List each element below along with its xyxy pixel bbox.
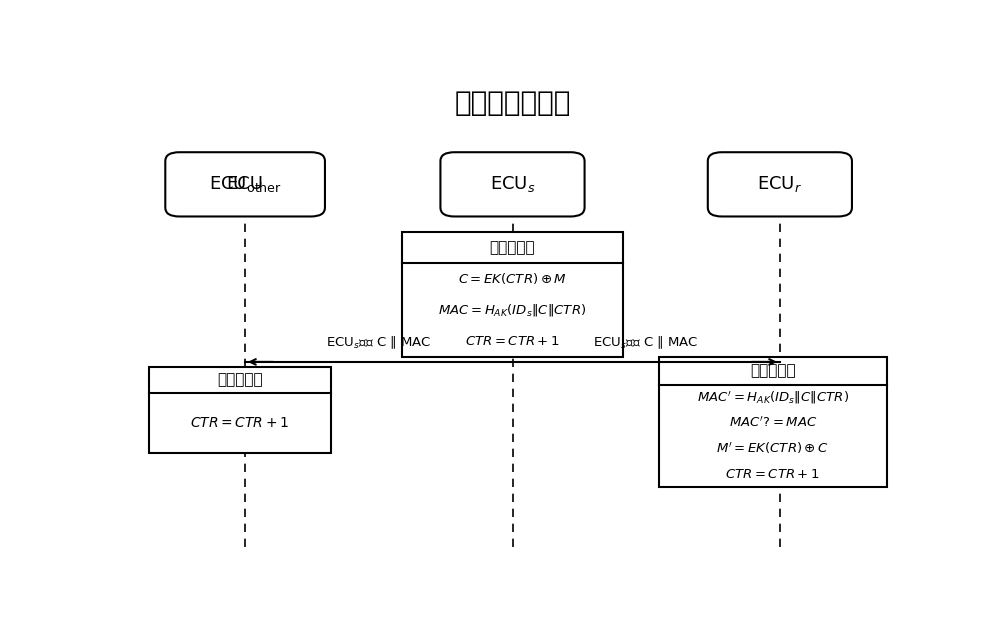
- Bar: [149, 367, 331, 453]
- FancyBboxPatch shape: [708, 152, 852, 217]
- Text: ECU$_s$发送 C ∥ MAC: ECU$_s$发送 C ∥ MAC: [326, 334, 432, 351]
- Text: 验证与解密: 验证与解密: [750, 363, 796, 378]
- Bar: [402, 232, 623, 357]
- Text: 数据帧生成: 数据帧生成: [490, 240, 535, 255]
- Text: 数据帧传输模块: 数据帧传输模块: [454, 89, 571, 117]
- Text: $MAC = H_{AK}(ID_s\|C\|CTR)$: $MAC = H_{AK}(ID_s\|C\|CTR)$: [438, 302, 587, 318]
- Text: $CTR = CTR + 1$: $CTR = CTR + 1$: [465, 335, 560, 348]
- Text: $MAC' = H_{AK}(ID_s\|C\|CTR)$: $MAC' = H_{AK}(ID_s\|C\|CTR)$: [697, 389, 849, 406]
- Text: $C = EK(CTR) \oplus M$: $C = EK(CTR) \oplus M$: [458, 271, 567, 286]
- FancyBboxPatch shape: [165, 152, 325, 217]
- Text: $CTR = CTR + 1$: $CTR = CTR + 1$: [190, 416, 289, 430]
- Text: 计数器更新: 计数器更新: [217, 373, 263, 387]
- FancyBboxPatch shape: [440, 152, 585, 217]
- Text: $CTR = CTR + 1$: $CTR = CTR + 1$: [725, 468, 820, 481]
- Text: ECU$_s$: ECU$_s$: [490, 175, 535, 194]
- Bar: [659, 357, 887, 487]
- Text: ECU: ECU: [227, 175, 264, 194]
- Text: ECU$_s$发送 C ∥ MAC: ECU$_s$发送 C ∥ MAC: [593, 334, 699, 351]
- Text: ECU$_r$: ECU$_r$: [757, 175, 802, 194]
- Text: $MAC'? = MAC$: $MAC'? = MAC$: [729, 416, 817, 431]
- Text: $M' = EK(CTR) \oplus C$: $M' = EK(CTR) \oplus C$: [716, 441, 829, 457]
- Text: ECU$_{\mathregular{other}}$: ECU$_{\mathregular{other}}$: [209, 175, 282, 194]
